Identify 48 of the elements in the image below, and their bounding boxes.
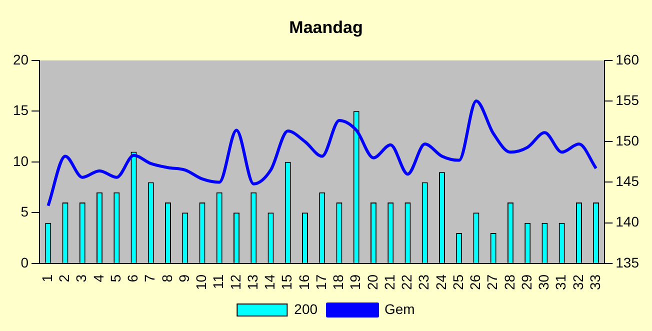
x-tick-label: 29 [518, 274, 534, 290]
x-tick-label: 33 [586, 274, 603, 290]
x-tick-label: 13 [244, 274, 260, 290]
x-tick-label: 24 [432, 274, 449, 290]
x-tick-label: 17 [312, 274, 329, 290]
x-tick-label: 14 [262, 274, 278, 290]
y2-tick-label: 160 [616, 51, 640, 68]
x-tick-label: 15 [278, 274, 295, 290]
x-tick-label: 16 [296, 274, 312, 290]
line-series [46, 100, 598, 208]
legend-label: Gem [384, 300, 415, 317]
y-tick-label: 5 [20, 204, 29, 220]
x-tick-label: 1 [38, 274, 55, 282]
y2-tick-label: 145 [616, 173, 640, 190]
x-tick-label: 18 [330, 274, 346, 290]
x-tick-label: 5 [107, 274, 124, 282]
x-tick-label: 28 [501, 274, 518, 290]
y2-tick-label: 155 [616, 92, 640, 108]
x-tick-label: 12 [227, 274, 244, 290]
x-tick-label: 6 [124, 274, 141, 282]
x-tick-label: 26 [467, 274, 484, 290]
x-tick-label: 23 [416, 274, 432, 290]
x-tick-label: 32 [570, 274, 586, 290]
x-tick-label: 20 [364, 274, 380, 290]
y2-tick-label: 150 [616, 132, 640, 148]
x-tick-label: 25 [450, 274, 466, 290]
x-tick-label: 11 [210, 274, 226, 289]
legend-label: 200 [294, 300, 318, 317]
x-tick-label: 22 [398, 274, 415, 290]
x-tick-label: 21 [381, 274, 398, 290]
y2-tick-label: 140 [616, 214, 640, 230]
y-tick-label: 20 [12, 51, 29, 68]
y2-tick-label: 135 [616, 254, 640, 270]
y-tick-label: 15 [12, 102, 29, 118]
x-tick-label: 2 [56, 274, 72, 282]
x-tick-label: 10 [193, 274, 210, 290]
x-tick-label: 7 [142, 274, 158, 282]
x-tick-label: 27 [484, 274, 500, 290]
x-tick-label: 8 [158, 274, 175, 282]
y-tick-label: 0 [20, 254, 29, 270]
x-tick-label: 9 [176, 274, 192, 282]
x-tick-label: 4 [90, 274, 106, 282]
y-tick-label: 10 [12, 152, 29, 169]
x-tick-label: 19 [347, 274, 364, 290]
x-tick-label: 31 [552, 274, 569, 290]
x-tick-label: 30 [536, 274, 552, 290]
chart-title: Maandag [289, 18, 363, 37]
x-tick-label: 3 [73, 274, 90, 282]
